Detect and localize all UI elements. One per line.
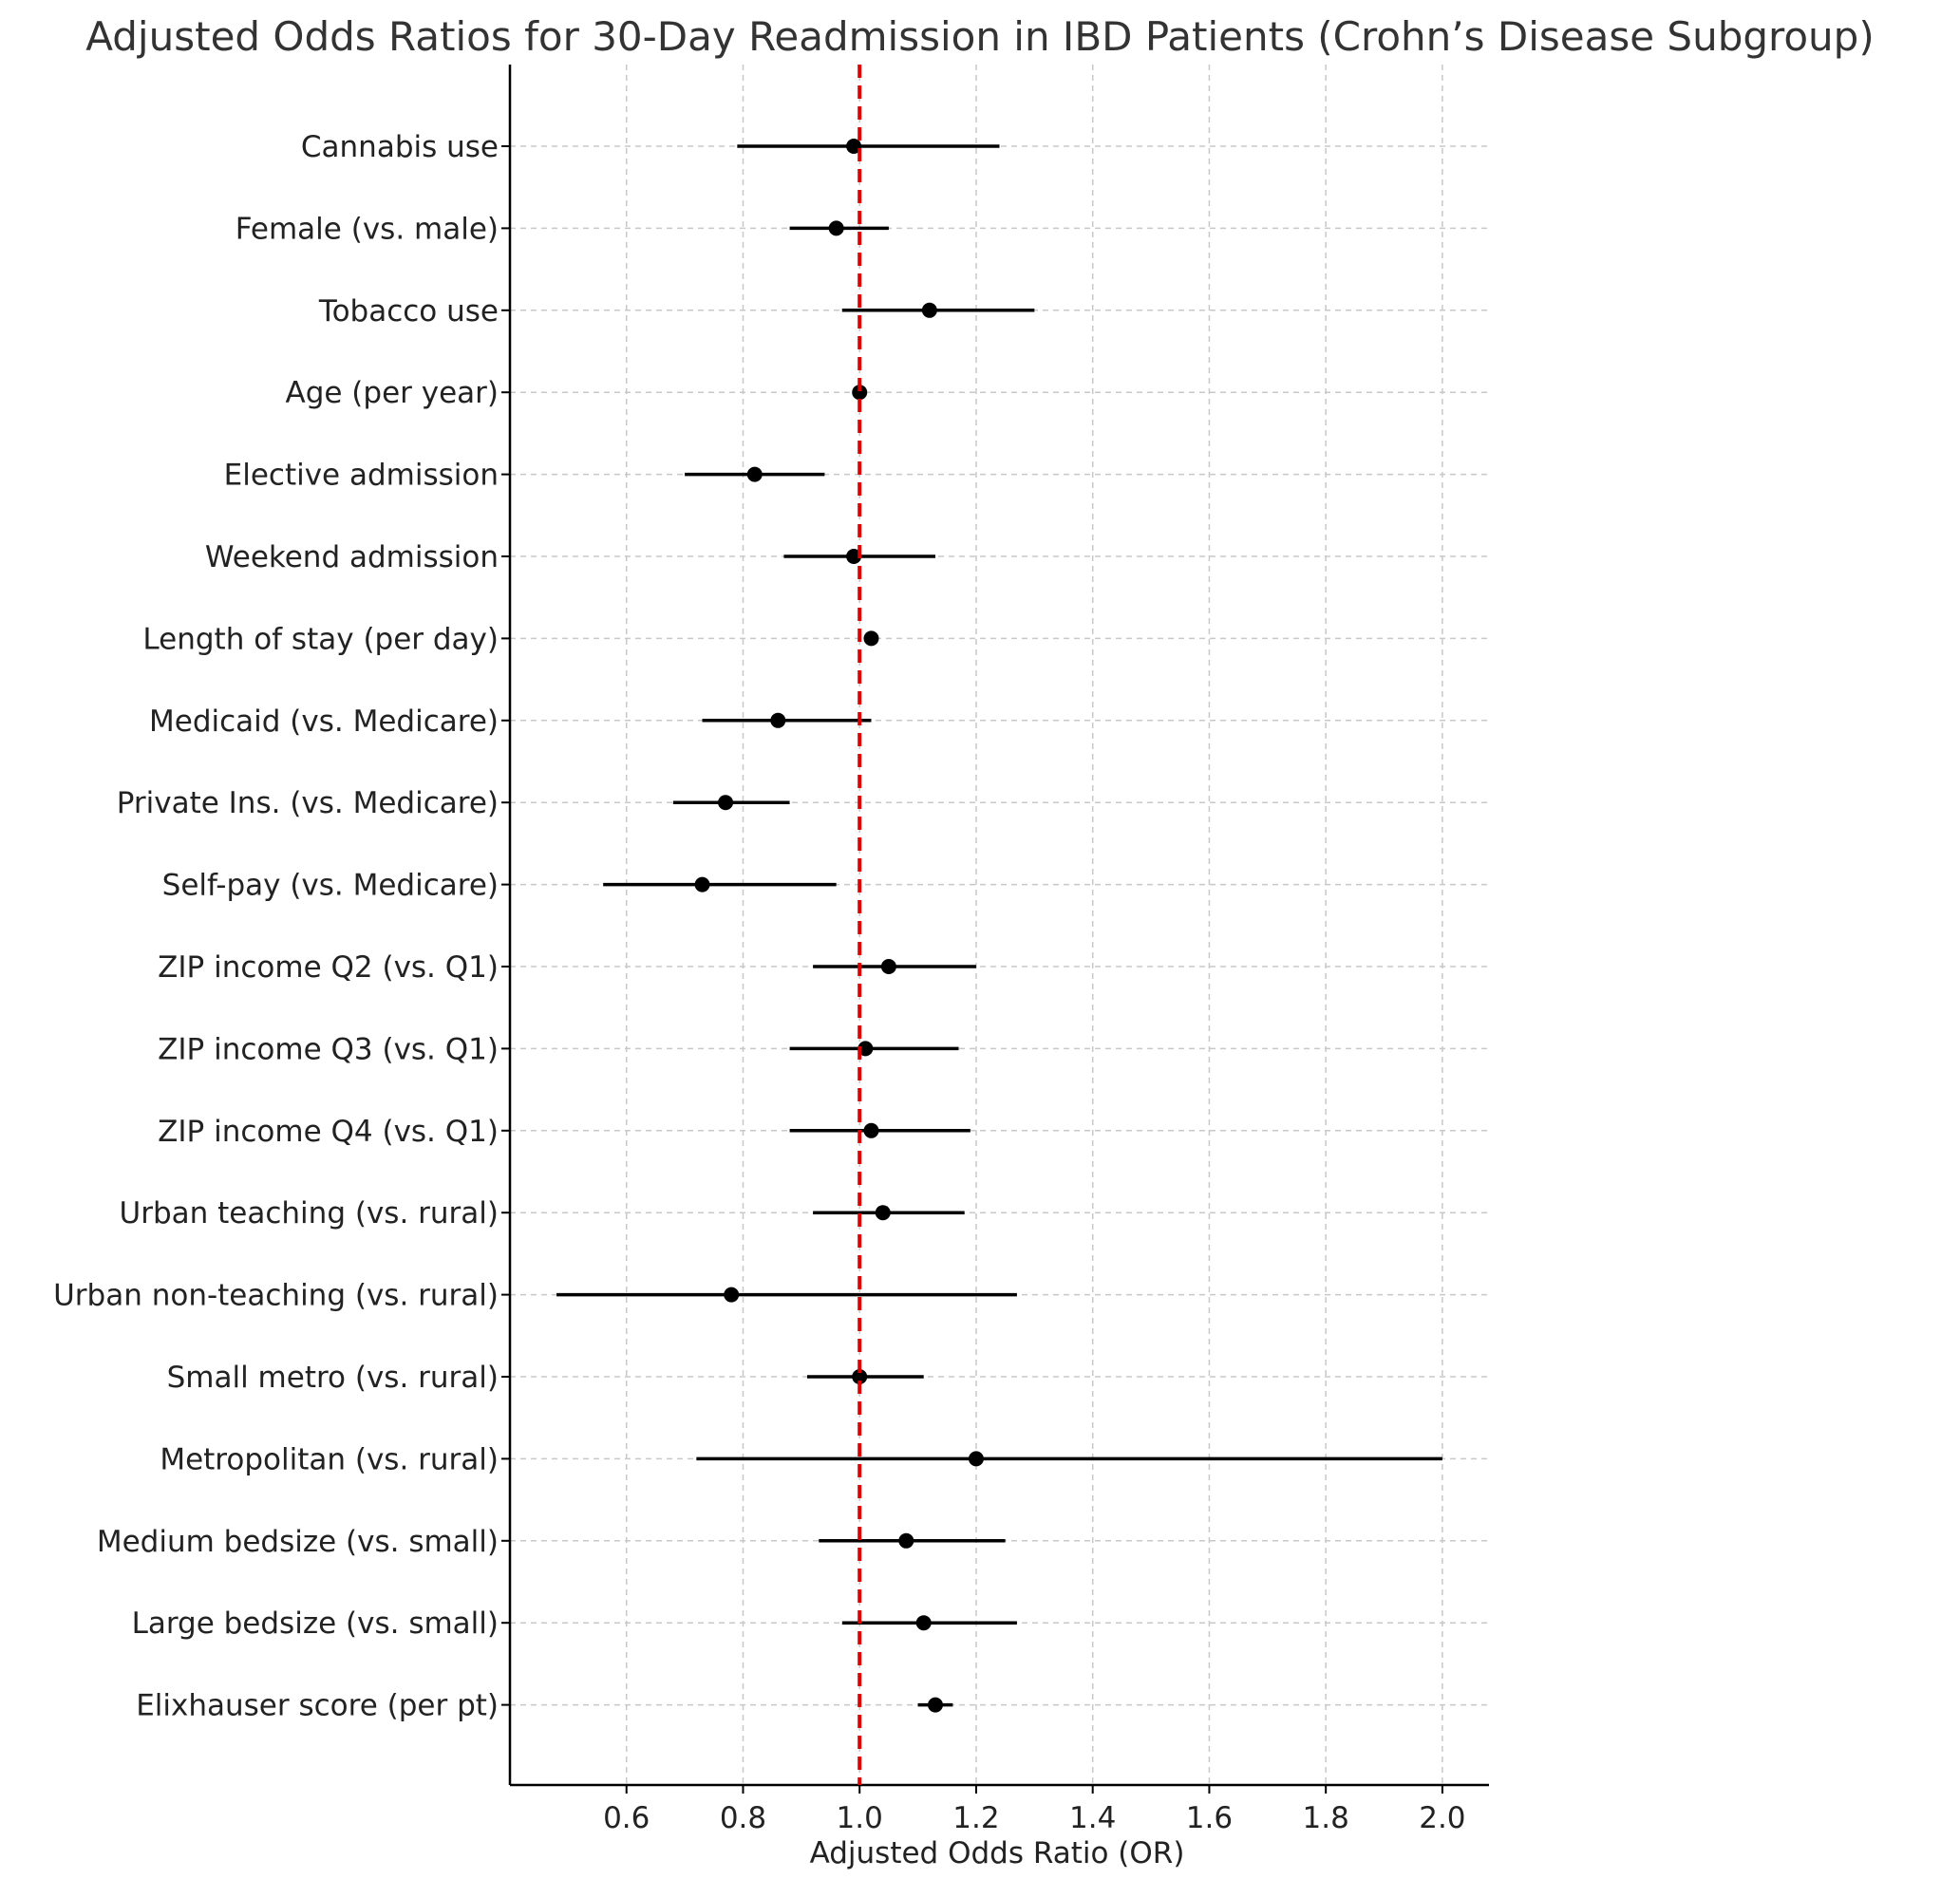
y-tick-label: ZIP income Q3 (vs. Q1) (158, 1032, 499, 1066)
odds-ratio-point (863, 1122, 879, 1138)
odds-ratio-point (770, 712, 786, 728)
y-tick-label: Private Ins. (vs. Medicare) (117, 786, 499, 820)
y-tick-label: Elixhauser score (per pt) (136, 1689, 499, 1723)
odds-ratio-point (921, 302, 937, 318)
x-tick-label: 0.6 (603, 1801, 650, 1835)
y-tick-label: Weekend admission (205, 540, 499, 574)
odds-ratio-point (915, 1615, 932, 1631)
y-tick-label: Large bedsize (vs. small) (132, 1607, 499, 1641)
chart-title: Adjusted Odds Ratios for 30-Day Readmiss… (85, 13, 1874, 60)
y-tick-label: Elective admission (224, 459, 499, 493)
axes: 0.6 0.8 1.0 1.2 1.4 1.6 1.8 2.0 Cannabis use Fema… (53, 65, 1489, 1835)
y-tick-label: Metropolitan (vs. rural) (160, 1442, 499, 1476)
odds-ratio-point (880, 959, 896, 974)
y-tick-label: Self-pay (vs. Medicare) (162, 869, 499, 903)
y-tick-label: Length of stay (per day) (142, 622, 499, 656)
x-axis-label: Adjusted Odds Ratio (OR) (810, 1836, 1185, 1870)
x-tick-label: 1.8 (1303, 1801, 1349, 1835)
odds-ratio-point (846, 139, 862, 154)
y-tick-label: Medium bedsize (vs. small) (97, 1525, 499, 1559)
odds-ratio-point (852, 385, 868, 401)
odds-ratio-point (863, 630, 879, 647)
y-tick-label: Small metro (vs. rural) (167, 1361, 499, 1395)
odds-ratio-point (968, 1451, 984, 1467)
odds-ratio-point (828, 220, 844, 236)
y-tick-label: ZIP income Q4 (vs. Q1) (158, 1115, 499, 1149)
data-marks (556, 139, 1442, 1713)
grid (510, 65, 1489, 1785)
odds-ratio-point (927, 1697, 943, 1713)
x-tick-label: 1.6 (1186, 1801, 1233, 1835)
odds-ratio-point (858, 1041, 874, 1057)
y-tick-label: Tobacco use (318, 294, 499, 329)
x-tick-label: 2.0 (1419, 1801, 1465, 1835)
y-tick-label: Urban teaching (vs. rural) (120, 1196, 499, 1231)
x-tick-label: 0.8 (720, 1801, 766, 1835)
y-tick-label: Female (vs. male) (236, 212, 499, 246)
x-tick-label: 1.4 (1069, 1801, 1116, 1835)
y-tick-label: Urban non-teaching (vs. rural) (53, 1279, 499, 1313)
odds-ratio-point (746, 466, 763, 482)
x-tick-label: 1.2 (952, 1801, 999, 1835)
odds-ratio-point (846, 549, 862, 564)
odds-ratio-point (718, 795, 734, 811)
y-tick-label: Age (per year) (285, 376, 499, 410)
odds-ratio-point (875, 1205, 891, 1221)
odds-ratio-point (694, 876, 710, 893)
y-tick-label: Cannabis use (301, 130, 499, 164)
odds-ratio-point (852, 1369, 868, 1384)
y-tick-label: ZIP income Q2 (vs. Q1) (158, 950, 499, 985)
odds-ratio-point (898, 1532, 914, 1549)
odds-ratio-point (724, 1287, 740, 1303)
y-tick-label: Medicaid (vs. Medicare) (149, 705, 499, 739)
x-tick-label: 1.0 (837, 1801, 883, 1835)
